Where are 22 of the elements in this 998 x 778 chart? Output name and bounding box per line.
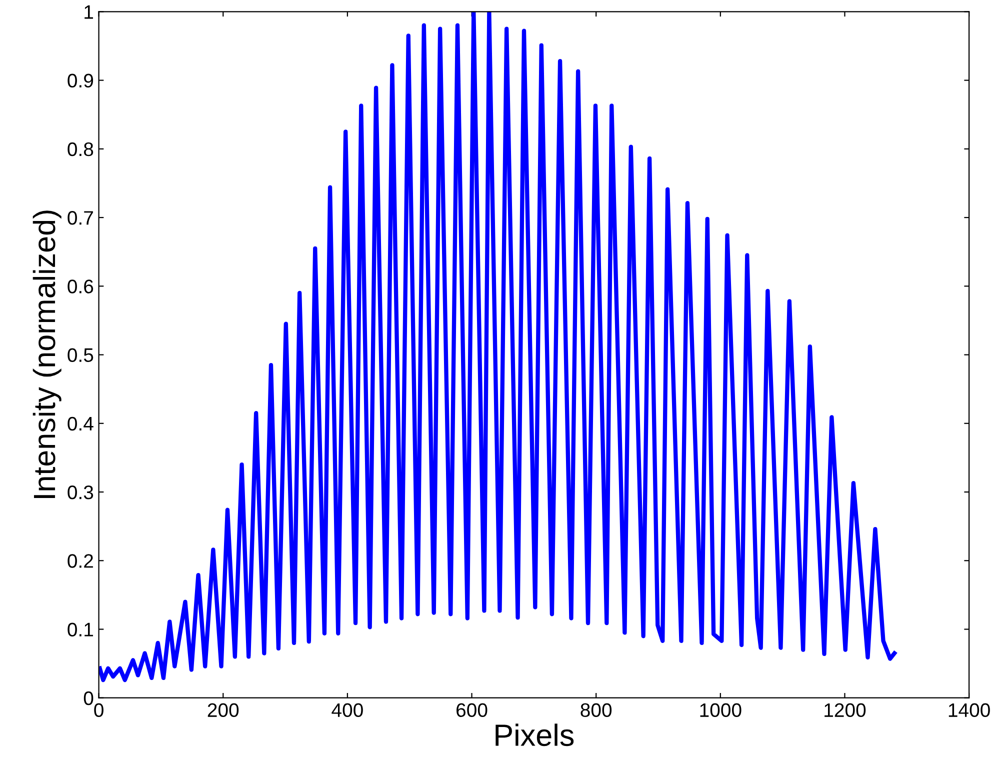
x-tick-label: 0 [94,703,104,718]
y-tick-label: 0.7 [68,210,93,225]
x-tick-label: 1000 [700,703,742,718]
x-tick-label: 1200 [824,703,866,718]
y-tick-label: 0.8 [68,142,94,156]
x-tick-label: 1400 [948,703,990,718]
y-tick-label: 0.4 [68,416,94,431]
y-tick-label: 0.6 [68,280,94,294]
y-tick-label: 0.3 [68,485,94,500]
y-axis-title: Intensity (normalized) [32,210,62,498]
y-tick-label: 1 [84,5,93,19]
x-axis-title: Pixels [496,724,574,746]
y-tick-label: 0.2 [68,554,93,568]
x-tick-label: 600 [456,703,488,718]
y-tick-label: 0.5 [68,348,94,362]
y-tick-label: 0 [84,691,94,706]
line-series [98,12,897,682]
x-tick-label: 400 [332,703,363,718]
x-tick-label: 200 [208,703,239,718]
x-tick-label: 800 [580,703,612,718]
y-tick-label: 0.1 [68,622,93,636]
y-tick-label: 0.9 [68,74,94,88]
